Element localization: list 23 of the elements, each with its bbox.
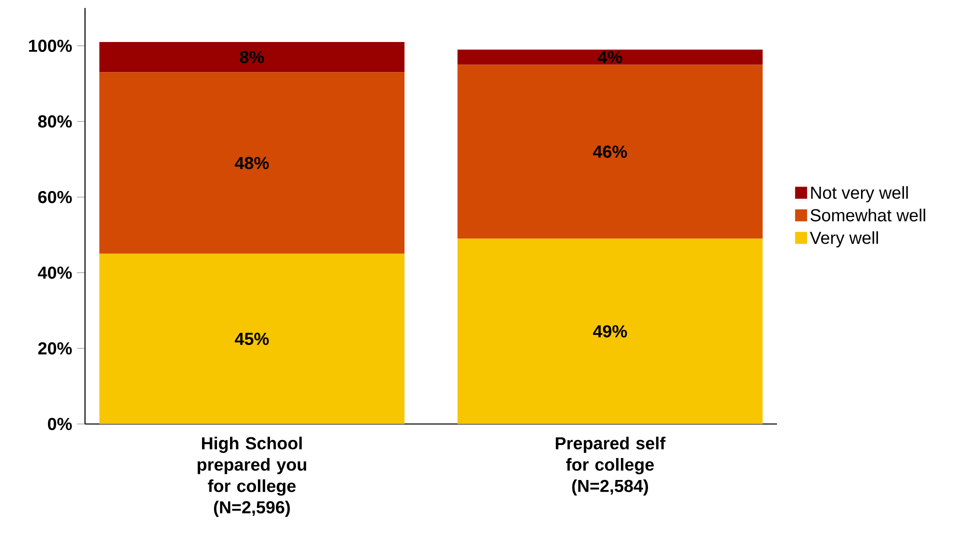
y-tick-label: 60%	[38, 190, 72, 204]
legend-label: Not very well	[811, 186, 908, 202]
data-label: 46%	[593, 146, 627, 158]
legend-label: Very well	[810, 231, 878, 248]
bar	[99, 72, 404, 254]
data-label: 4%	[598, 51, 622, 64]
data-label: 49%	[593, 325, 627, 338]
y-tick-label: 20%	[38, 342, 72, 354]
y-tick-label: 80%	[38, 115, 72, 128]
bar	[458, 50, 763, 65]
x-tick-label: Prepared self for college (N=2,584)	[556, 436, 666, 496]
bar	[99, 254, 404, 424]
data-label: 45%	[234, 332, 269, 346]
bar	[458, 238, 763, 424]
bar	[458, 64, 763, 239]
y-tick-label: 0%	[48, 418, 72, 430]
y-tick-label: 40%	[38, 266, 72, 279]
data-label: 8%	[240, 51, 264, 64]
bar	[99, 42, 404, 72]
y-tick-label: 100%	[29, 40, 72, 52]
legend-label: Somewhat well	[810, 208, 926, 222]
x-tick-label: High School prepared you for college (N=2,596)	[198, 436, 306, 517]
data-label: 48%	[234, 156, 269, 170]
